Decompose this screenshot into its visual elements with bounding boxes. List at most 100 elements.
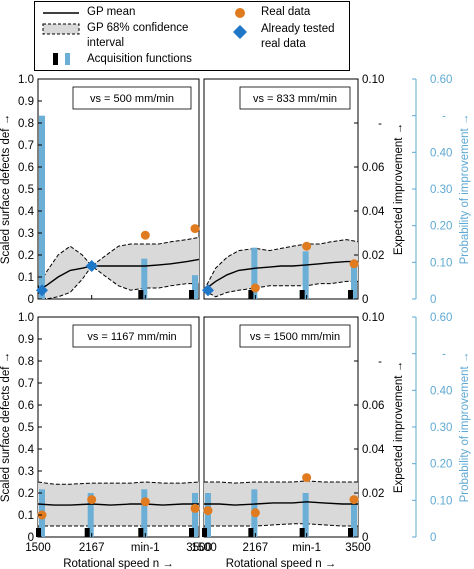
gp-mean-legend-icon xyxy=(43,12,79,14)
real-data-point xyxy=(349,495,359,505)
real-data-point xyxy=(203,506,213,516)
panel-title-box xyxy=(72,86,192,110)
tested-data-point xyxy=(85,260,98,272)
y-tick-label: 1.0 xyxy=(18,312,34,324)
acq-ei-bar xyxy=(348,528,353,537)
real-data-point xyxy=(190,503,200,513)
pi-tick-label: 0.10 xyxy=(430,257,452,269)
pi-tick-label: 0.30 xyxy=(430,184,452,196)
acq-ei-bar xyxy=(36,528,41,537)
acq-ei-bar xyxy=(248,528,254,537)
x-tick-label: 3500 xyxy=(186,542,212,554)
real-data-point xyxy=(87,495,97,505)
pi-tick-label: 0.20 xyxy=(430,221,452,233)
real-data-legend-icon xyxy=(235,8,245,18)
pi-tick-label: 0.60 xyxy=(430,74,452,86)
y-tick-label: 0.6 xyxy=(18,162,34,174)
gp-mean-line xyxy=(37,503,199,506)
acq-pi-bar xyxy=(87,493,94,537)
x-tick-label: min-1 xyxy=(131,542,160,554)
acq-pi-bar xyxy=(39,115,45,300)
acq-pi-bar xyxy=(141,489,148,537)
legend-tested-2: real data xyxy=(261,38,306,50)
ei-tick-label: 0.04 xyxy=(362,444,385,456)
acq-ei-bar xyxy=(138,290,144,299)
real-data-point xyxy=(302,241,312,251)
y-tick-label: 0.3 xyxy=(18,466,34,478)
legend-acquisition: Acquisition functions xyxy=(87,53,192,65)
pi-tick-label: 0.20 xyxy=(430,459,452,471)
acq-ei-bar xyxy=(84,528,90,537)
acq-pi-bar xyxy=(192,493,198,537)
gp-mean-line xyxy=(204,501,358,506)
pi-axis-label: Probability of improvement → xyxy=(459,114,471,265)
y-tick-label: 0.9 xyxy=(18,334,34,346)
x-tick-label: 3500 xyxy=(345,542,371,554)
gp-upper-line xyxy=(203,239,359,291)
y-axis-label: Scaled surface defects def → xyxy=(0,352,12,502)
pi-axis-label: Probability of improvement → xyxy=(459,352,471,503)
pi-tick-dash: - xyxy=(442,111,446,123)
y-tick-label: 0.2 xyxy=(18,250,34,262)
pi-tick-label: 0.30 xyxy=(430,422,452,434)
ei-tick-label: 0.02 xyxy=(362,488,384,500)
real-data-point xyxy=(140,497,150,507)
acq-pi-bar xyxy=(351,266,357,299)
y-tick-label: 0.3 xyxy=(18,228,34,240)
gp-mean-line xyxy=(37,258,200,291)
ei-tick-dash: - xyxy=(378,356,382,368)
ei-axis: 0 0.02 0.04 0.06 - 0.10 Expected improvement → xyxy=(354,312,405,544)
y-tick-label: 0.8 xyxy=(18,118,34,130)
gp-ci-legend-icon xyxy=(42,23,80,35)
ei-axis-label: Expected improvement → xyxy=(393,123,405,255)
real-data-point xyxy=(140,230,150,240)
chart-panel: vs = 833 mm/min xyxy=(202,78,359,300)
acq-ei-bar xyxy=(299,528,305,537)
pi-tick-label: 0.10 xyxy=(430,495,452,507)
pi-axis: 0 0.10 0.20 0.30 0.40 - 0.60 Probability of imp… xyxy=(412,312,471,544)
acquisition-legend-icon xyxy=(53,53,70,65)
chart-panel: vs = 500 mm/min 0 0.1 0.2 0.3 0.4 0.5 0.6 0.7 0.8… xyxy=(0,74,200,306)
acq-pi-bar xyxy=(302,251,309,299)
y-tick-label: 0.5 xyxy=(18,422,34,434)
tested-data-legend-icon xyxy=(233,25,247,39)
real-data-point xyxy=(302,473,312,483)
y-tick-label: 0.7 xyxy=(18,378,34,390)
gp-lower-line xyxy=(204,523,358,527)
gp-lower-line xyxy=(37,265,199,300)
y-tick-label: 0.8 xyxy=(18,356,34,368)
ei-tick-label: 0.06 xyxy=(362,400,384,412)
panel-title-box xyxy=(239,324,351,348)
y-tick-label: 0.4 xyxy=(18,444,35,456)
gp-upper-line xyxy=(204,480,358,484)
y-axis-label: Scaled surface defects def → xyxy=(0,114,12,264)
acq-ei-bar xyxy=(138,528,144,537)
x-tick-label: 2167 xyxy=(243,542,269,554)
real-data-point xyxy=(349,259,359,269)
acq-pi-bar xyxy=(251,247,258,299)
gp-mean-line xyxy=(203,260,358,291)
y-tick-label: 0 xyxy=(28,532,34,544)
ei-tick-label: 0 xyxy=(362,532,368,544)
acq-pi-bar xyxy=(141,258,148,299)
chart-panel: vs = 1167 mm/min 1500 2167 min-1 3500 Rotatio… xyxy=(0,312,212,569)
ei-tick-label: 0.02 xyxy=(362,250,384,262)
y-tick-label: 0.5 xyxy=(18,184,34,196)
pi-axis: 0 0.10 0.20 0.30 0.40 - 0.60 Probability of imp… xyxy=(412,74,471,306)
acq-ei-bar xyxy=(202,528,207,537)
y-tick-label: 0.1 xyxy=(18,510,34,522)
pi-tick-label: 0 xyxy=(430,294,436,306)
y-tick-label: 0.4 xyxy=(18,206,35,218)
y-tick-label: 0.1 xyxy=(18,272,34,284)
panel-title: vs = 1500 mm/min xyxy=(250,331,340,343)
pi-tick-dash: - xyxy=(442,349,446,361)
pi-tick-label: 0.40 xyxy=(430,147,452,159)
gp-upper-line xyxy=(37,481,200,485)
ei-tick-label: 0.04 xyxy=(362,206,385,218)
x-axis-label: Rotational speed n → xyxy=(226,558,337,569)
legend-tested: Already tested xyxy=(261,23,335,35)
real-data-point xyxy=(250,283,260,293)
acq-ei-bar xyxy=(248,290,254,299)
gp-confidence-band xyxy=(38,237,199,299)
